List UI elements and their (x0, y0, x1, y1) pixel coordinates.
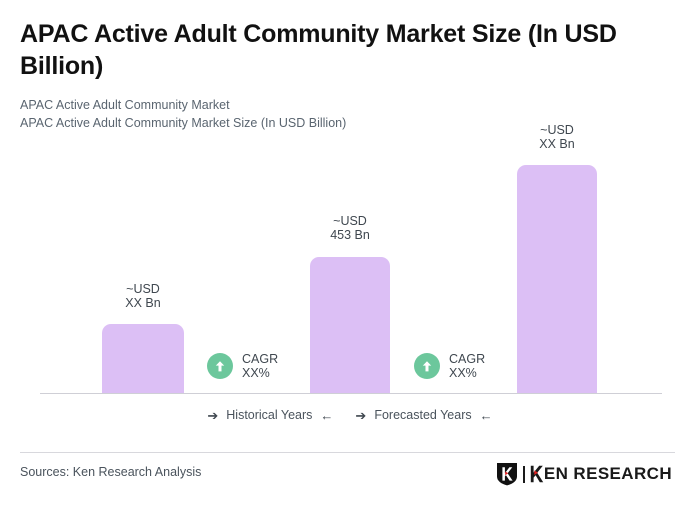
legend-historical-years: ➔ Historical Years ← (207, 408, 333, 422)
logo-wordmark: EN RESEARCH (530, 464, 672, 484)
arrow-right-icon: ➔ (355, 407, 367, 423)
bar-value-amount: 453 Bn (330, 228, 370, 242)
legend-forecasted-years: ➔ Forecasted Years ← (355, 408, 492, 422)
arrow-up-icon (207, 353, 233, 379)
cagr-label: CAGR (449, 352, 486, 366)
bar-label-forecast: ~USD XX Bn (517, 123, 597, 151)
plot-area: ~USD XX Bn ~USD 453 Bn ~USD XX Bn CAGR X… (0, 123, 700, 395)
footer-divider (20, 452, 675, 453)
cagr-marker-forecast: CAGR XX% (414, 352, 485, 380)
logo-k-glyph (530, 465, 544, 483)
cagr-text: CAGR XX% (242, 352, 278, 380)
cagr-value: XX% (242, 366, 270, 380)
sources-text: Sources: Ken Research Analysis (20, 465, 202, 479)
bar-value-currency: ~USD (540, 123, 574, 137)
bar-value-amount: XX Bn (539, 137, 575, 151)
arrow-right-icon: ➔ (207, 407, 219, 423)
cagr-text: CAGR XX% (449, 352, 485, 380)
logo-text: EN RESEARCH (543, 464, 672, 483)
chart-header: APAC Active Adult Community Market Size … (20, 18, 670, 132)
page-title: APAC Active Adult Community Market Size … (20, 20, 617, 80)
bar-value-amount: XX Bn (125, 296, 161, 310)
period-legend: ➔ Historical Years ← ➔ Forecasted Years … (0, 408, 700, 422)
ken-research-logo: EN RESEARCH (496, 462, 672, 486)
arrow-left-icon: ← (479, 407, 493, 423)
bar-historical[interactable] (102, 324, 184, 393)
arrow-left-icon: ← (320, 407, 334, 423)
subtitle-line-1: APAC Active Adult Community Market (20, 98, 230, 112)
bar-value-currency: ~USD (126, 282, 160, 296)
cagr-marker-historical: CAGR XX% (207, 352, 278, 380)
bar-value-currency: ~USD (333, 214, 367, 228)
axis-baseline (40, 393, 662, 394)
legend-label: Forecasted Years (374, 408, 472, 422)
cagr-value: XX% (449, 366, 477, 380)
bar-forecast[interactable] (517, 165, 597, 393)
cagr-label: CAGR (242, 352, 279, 366)
subtitle-block: APAC Active Adult Community Market APAC … (20, 96, 670, 132)
bar-base[interactable] (310, 257, 390, 393)
shield-k-icon (496, 462, 518, 486)
legend-label: Historical Years (226, 408, 313, 422)
bar-label-base: ~USD 453 Bn (310, 214, 390, 242)
bar-label-historical: ~USD XX Bn (102, 282, 184, 310)
logo-separator (523, 465, 525, 483)
arrow-up-icon (414, 353, 440, 379)
subtitle-line-2: APAC Active Adult Community Market Size … (20, 116, 347, 130)
